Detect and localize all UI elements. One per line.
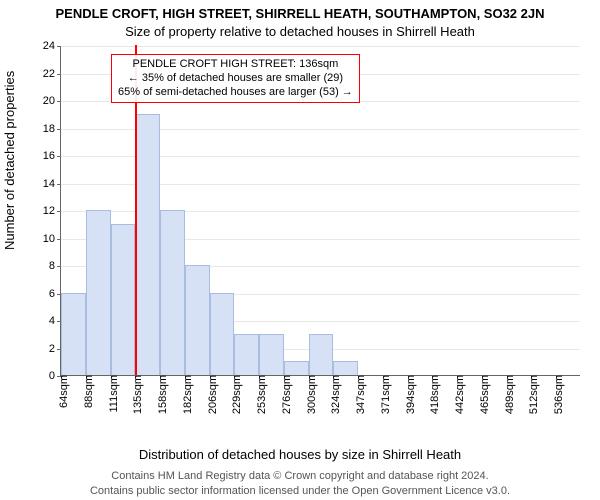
annotation-line: ← 35% of detached houses are smaller (29… <box>118 72 353 86</box>
histogram-bar <box>135 114 160 375</box>
ytick-label: 16 <box>43 150 55 162</box>
ytick-mark <box>57 156 61 157</box>
histogram-bar <box>309 334 334 375</box>
ytick-mark <box>57 266 61 267</box>
xtick-label: 324sqm <box>324 375 342 414</box>
ytick-mark <box>57 74 61 75</box>
chart-title-main: PENDLE CROFT, HIGH STREET, SHIRRELL HEAT… <box>0 6 600 21</box>
xtick-label: 465sqm <box>473 375 491 414</box>
ytick-label: 24 <box>43 40 55 52</box>
xtick-label: 135sqm <box>126 375 144 414</box>
xtick-label: 64sqm <box>52 375 70 408</box>
ytick-label: 12 <box>43 205 55 217</box>
ytick-label: 14 <box>43 178 55 190</box>
ytick-mark <box>57 101 61 102</box>
xtick-label: 111sqm <box>102 375 120 413</box>
chart-title-sub: Size of property relative to detached ho… <box>0 24 600 39</box>
x-axis-label: Distribution of detached houses by size … <box>0 447 600 462</box>
ytick-label: 2 <box>49 343 55 355</box>
footer-line: Contains public sector information licen… <box>0 484 600 498</box>
attribution-footer: Contains HM Land Registry data © Crown c… <box>0 469 600 498</box>
annotation-line: 65% of semi-detached houses are larger (… <box>118 86 353 100</box>
histogram-bar <box>210 293 235 376</box>
ytick-mark <box>57 211 61 212</box>
histogram-bar <box>86 210 111 375</box>
annotation-line: PENDLE CROFT HIGH STREET: 136sqm <box>118 58 353 72</box>
xtick-label: 442sqm <box>448 375 466 414</box>
xtick-label: 229sqm <box>225 375 243 414</box>
ytick-label: 18 <box>43 123 55 135</box>
xtick-label: 300sqm <box>300 375 318 414</box>
ytick-label: 10 <box>43 233 55 245</box>
histogram-bar <box>284 361 309 375</box>
xtick-label: 536sqm <box>547 375 565 414</box>
xtick-label: 512sqm <box>522 375 540 414</box>
histogram-bar <box>160 210 185 375</box>
xtick-label: 371sqm <box>374 375 392 414</box>
xtick-label: 347sqm <box>349 375 367 414</box>
annotation-box: PENDLE CROFT HIGH STREET: 136sqm← 35% of… <box>111 54 360 103</box>
xtick-label: 253sqm <box>250 375 268 414</box>
ytick-label: 22 <box>43 68 55 80</box>
footer-line: Contains HM Land Registry data © Crown c… <box>0 469 600 483</box>
xtick-label: 206sqm <box>201 375 219 414</box>
ytick-label: 6 <box>49 288 55 300</box>
xtick-label: 394sqm <box>399 375 417 414</box>
xtick-label: 276sqm <box>275 375 293 414</box>
xtick-label: 182sqm <box>176 375 194 414</box>
xtick-label: 489sqm <box>498 375 516 414</box>
histogram-bar <box>111 224 136 375</box>
ytick-mark <box>57 239 61 240</box>
ytick-label: 8 <box>49 260 55 272</box>
ytick-mark <box>57 129 61 130</box>
histogram-bar <box>185 265 210 375</box>
ytick-mark <box>57 184 61 185</box>
ytick-mark <box>57 46 61 47</box>
ytick-label: 20 <box>43 95 55 107</box>
xtick-label: 88sqm <box>77 375 95 408</box>
xtick-label: 158sqm <box>151 375 169 414</box>
histogram-bar <box>61 293 86 376</box>
histogram-bar <box>259 334 284 375</box>
gridline <box>61 46 580 47</box>
histogram-bar <box>234 334 259 375</box>
y-axis-label: Number of detached properties <box>2 71 17 250</box>
histogram-bar <box>333 361 358 375</box>
xtick-label: 418sqm <box>423 375 441 414</box>
histogram-plot: 02468101214161820222464sqm88sqm111sqm135… <box>60 46 580 376</box>
ytick-label: 4 <box>49 315 55 327</box>
